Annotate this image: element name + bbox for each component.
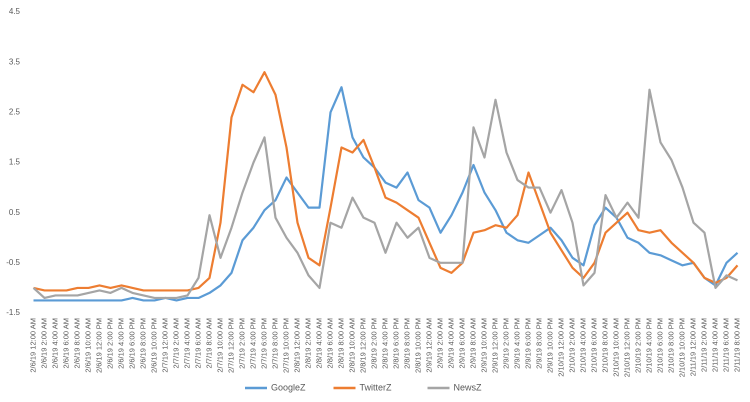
x-tick-label: 2/10/19 10:00 PM [677,318,686,377]
y-tick-label: 0.5 [9,208,21,217]
x-tick-label: 2/9/19 10:00 PM [545,318,554,373]
y-tick-label: -0.5 [6,258,20,267]
x-tick-label: 2/7/19 10:00 PM [281,318,290,373]
x-tick-label: 2/9/19 4:00 PM [512,318,521,369]
legend-label: TwitterZ [360,382,393,392]
x-tick-label: 2/6/19 4:00 AM [50,318,59,368]
x-tick-label: 2/10/19 12:00 AM [556,318,565,377]
x-tick-label: 2/8/19 10:00 AM [347,318,356,373]
x-tick-label: 2/7/19 12:00 PM [226,318,235,373]
x-tick-label: 2/6/19 2:00 AM [39,318,48,368]
x-tick-label: 2/8/19 4:00 PM [380,318,389,369]
x-tick-label: 2/10/19 8:00 AM [600,318,609,373]
y-tick-label: 2.5 [9,107,21,116]
legend-label: NewsZ [454,382,483,392]
x-tick-label: 2/8/19 10:00 PM [413,318,422,373]
x-tick-label: 2/11/19 2:00 AM [699,318,708,372]
x-tick-label: 2/9/19 2:00 AM [435,318,444,368]
y-tick-label: 1.5 [9,158,21,167]
legend-label: GoogleZ [271,382,306,392]
series-line [33,86,739,302]
x-tick-label: 2/7/19 2:00 PM [237,318,246,369]
x-tick-label: 2/6/19 12:00 AM [28,318,37,373]
x-tick-label: 2/6/19 8:00 PM [138,318,147,369]
series-line [32,88,738,300]
x-tick-label: 2/6/19 4:00 PM [116,318,125,369]
x-tick-label: 2/9/19 6:00 PM [523,318,532,369]
x-tick-label: 2/9/19 8:00 PM [534,318,543,369]
x-tick-label: 2/11/19 12:00 AM [688,318,697,376]
x-tick-label: 2/8/19 8:00 AM [336,318,345,368]
x-tick-label: 2/7/19 6:00 AM [193,318,202,368]
y-tick-label: 3.5 [9,57,21,66]
x-tick-label: 2/6/19 10:00 AM [83,318,92,373]
x-tick-label: 2/7/19 2:00 AM [171,318,180,368]
x-tick-label: 2/10/19 12:00 PM [622,318,631,377]
series-line [33,71,739,292]
x-tick-label: 2/6/19 6:00 PM [127,318,136,369]
x-tick-label: 2/10/19 4:00 AM [578,318,587,373]
x-tick-label: 2/10/19 6:00 PM [655,318,664,373]
x-tick-label: 2/7/19 12:00 AM [160,318,169,373]
x-tick-label: 2/8/19 6:00 AM [325,318,334,368]
x-tick-label: 2/10/19 6:00 AM [589,318,598,373]
x-tick-label: 2/9/19 6:00 AM [457,318,466,368]
x-tick-label: 2/9/19 10:00 AM [479,318,488,373]
x-tick-label: 2/8/19 12:00 PM [358,318,367,373]
x-tick-label: 2/6/19 10:00 PM [149,318,158,373]
x-tick-label: 2/6/19 2:00 PM [105,318,114,369]
x-tick-label: 2/11/19 6:00 AM [721,318,730,372]
x-tick-label: 2/10/19 4:00 PM [644,318,653,373]
x-tick-label: 2/10/19 8:00 PM [666,318,675,373]
x-tick-label: 2/9/19 2:00 PM [501,318,510,369]
x-tick-label: 2/7/19 4:00 AM [182,318,191,368]
x-tick-label: 2/6/19 12:00 PM [94,318,103,373]
x-tick-label: 2/10/19 10:00 AM [611,318,620,377]
x-tick-label: 2/8/19 2:00 PM [369,318,378,369]
x-tick-label: 2/8/19 8:00 PM [402,318,411,369]
x-tick-label: 2/9/19 12:00 PM [490,318,499,373]
x-tick-label: 2/10/19 2:00 PM [633,318,642,373]
x-tick-label: 2/7/19 6:00 PM [259,318,268,369]
x-tick-label: 2/7/19 10:00 AM [215,318,224,373]
x-tick-label: 2/8/19 2:00 AM [303,318,312,368]
x-tick-label: 2/11/19 8:00 AM [732,318,741,372]
x-tick-label: 2/9/19 4:00 AM [446,318,455,368]
x-tick-label: 2/6/19 8:00 AM [72,318,81,368]
x-tick-label: 2/10/19 2:00 AM [567,318,576,373]
x-tick-label: 2/7/19 8:00 AM [204,318,213,368]
x-tick-label: 2/11/19 4:00 AM [710,318,719,372]
x-tick-label: 2/8/19 6:00 PM [391,318,400,369]
y-tick-label: 4.5 [9,7,21,16]
y-tick-label: -1.5 [6,308,20,317]
x-tick-label: 2/8/19 12:00 AM [292,318,301,373]
x-tick-label: 2/9/19 12:00 AM [424,318,433,373]
x-tick-label: 2/9/19 8:00 AM [468,318,477,368]
x-tick-label: 2/7/19 8:00 PM [270,318,279,369]
x-tick-label: 2/7/19 4:00 PM [248,318,257,369]
x-tick-label: 2/6/19 6:00 AM [61,318,70,368]
x-tick-label: 2/8/19 4:00 AM [314,318,323,368]
